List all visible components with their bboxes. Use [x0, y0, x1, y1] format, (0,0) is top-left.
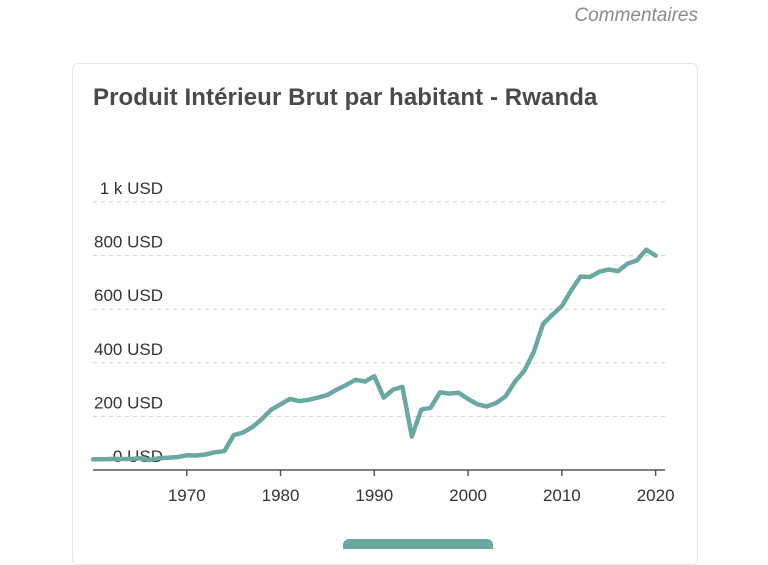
x-tick-label-2000: 2000 — [449, 486, 487, 504]
x-tick-label-1980: 1980 — [262, 486, 300, 504]
y-tick-label-600: 600 USD — [94, 286, 163, 305]
series-line-0 — [90, 247, 658, 463]
y-tick-label-200: 200 USD — [94, 393, 163, 412]
chart-card: Produit Intérieur Brut par habitant - Rw… — [72, 63, 698, 565]
x-tick-label-2020: 2020 — [637, 486, 675, 504]
y-tick-label-1000: 1 k USD — [100, 179, 163, 198]
chart-title: Produit Intérieur Brut par habitant - Rw… — [93, 84, 598, 111]
x-tick-label-1990: 1990 — [355, 486, 393, 504]
x-tick-label-2010: 2010 — [543, 486, 581, 504]
x-tick-label-1970: 1970 — [168, 486, 206, 504]
comments-link[interactable]: Commentaires — [574, 5, 698, 26]
y-tick-label-400: 400 USD — [94, 340, 163, 359]
y-tick-label-800: 800 USD — [94, 233, 163, 252]
